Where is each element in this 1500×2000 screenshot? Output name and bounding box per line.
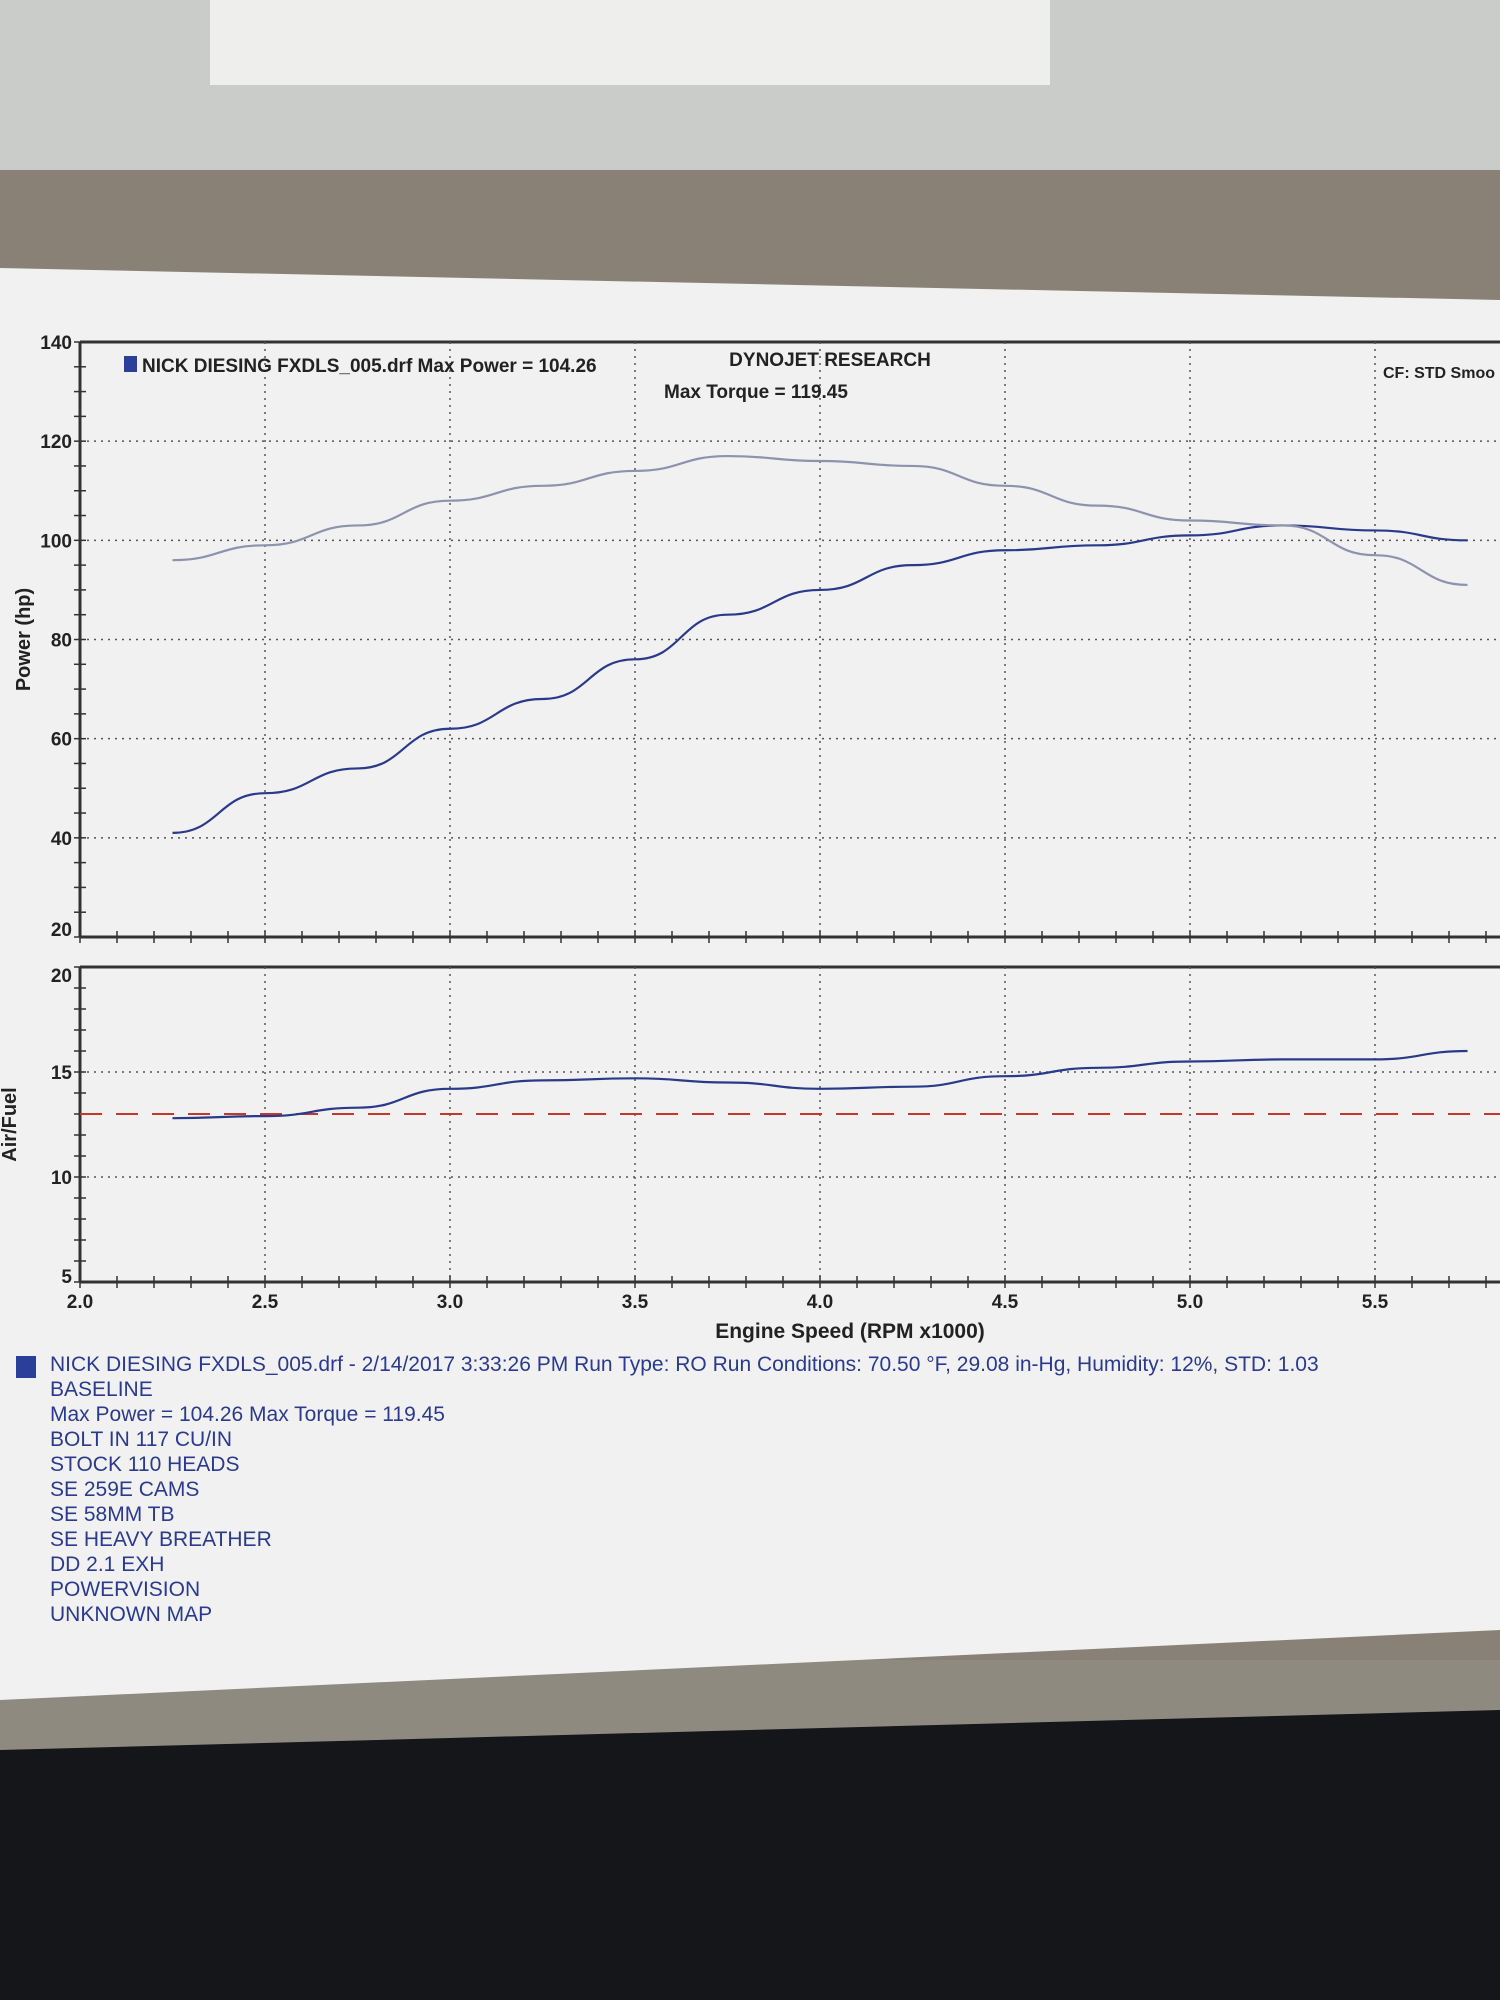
y-tick-label: 140 — [40, 333, 72, 354]
run-note: UNKNOWN MAP — [50, 1603, 213, 1626]
run-note: BOLT IN 117 CU/IN — [50, 1428, 233, 1451]
run-note: SE 259E CAMS — [50, 1478, 200, 1501]
run-note: STOCK 110 HEADS — [50, 1453, 240, 1476]
legend-swatch — [124, 356, 137, 372]
run-note: SE HEAVY BREATHER — [50, 1528, 272, 1551]
chart-header: DYNOJET RESEARCH — [729, 350, 931, 371]
run-note: BASELINE — [50, 1378, 153, 1401]
dyno-sheet — [0, 268, 1500, 1700]
y-tick-label: 5 — [61, 1267, 72, 1288]
x-tick-label: 2.0 — [67, 1292, 93, 1313]
y-axis-label: Power (hp) — [13, 588, 35, 691]
x-tick-label: 2.5 — [252, 1292, 279, 1313]
x-tick-label: 3.5 — [622, 1292, 649, 1313]
run-color-swatch — [16, 1356, 36, 1378]
x-tick-label: 4.5 — [992, 1292, 1019, 1313]
run-note: DD 2.1 EXH — [50, 1553, 165, 1576]
x-tick-label: 5.5 — [1362, 1292, 1389, 1313]
run-note: POWERVISION — [50, 1578, 201, 1601]
y-tick-label: 100 — [40, 531, 72, 552]
x-tick-label: 5.0 — [1177, 1292, 1203, 1313]
y-tick-label: 20 — [51, 920, 72, 941]
run-info-line: NICK DIESING FXDLS_005.drf - 2/14/2017 3… — [50, 1353, 1319, 1376]
y-tick-label: 10 — [51, 1168, 72, 1189]
run-note: Max Power = 104.26 Max Torque = 119.45 — [50, 1403, 445, 1426]
legend-entry-torque: Max Torque = 119.45 — [664, 382, 848, 403]
x-tick-label: 3.0 — [437, 1292, 463, 1313]
y-tick-label: 60 — [51, 730, 72, 751]
y-tick-label: 40 — [51, 829, 72, 850]
run-info-legend: NICK DIESING FXDLS_005.drf - 2/14/2017 3… — [16, 1352, 1319, 1627]
correction-factor: CF: STD Smoo — [1383, 365, 1495, 382]
legend-entry: NICK DIESING FXDLS_005.drf Max Power = 1… — [142, 356, 597, 377]
x-axis-label: Engine Speed (RPM x1000) — [715, 1320, 985, 1343]
y-tick-label: 20 — [51, 966, 72, 987]
y-tick-label: 120 — [40, 432, 72, 453]
x-tick-label: 4.0 — [807, 1292, 833, 1313]
y-tick-label: 80 — [51, 631, 72, 652]
series-line-0 — [172, 524, 1468, 834]
y-axis-label: Air/Fuel — [0, 1087, 21, 1161]
y-tick-label: 15 — [51, 1063, 73, 1084]
run-note: SE 58MM TB — [50, 1503, 175, 1526]
